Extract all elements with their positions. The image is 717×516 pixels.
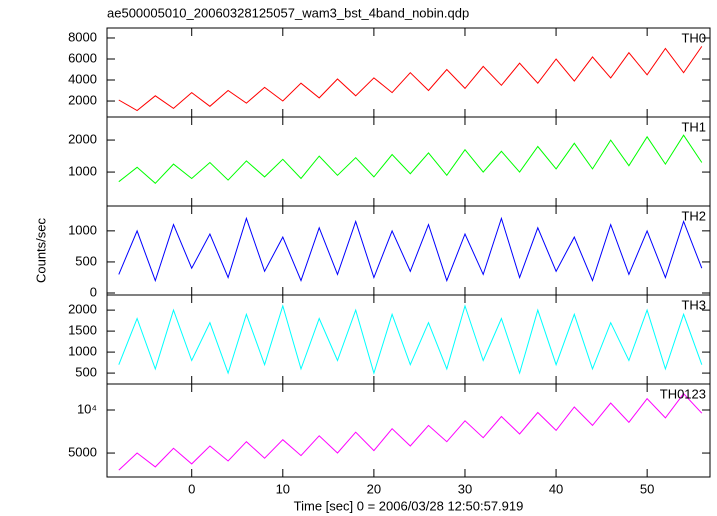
x-tick-label: 30 <box>458 481 472 496</box>
y-tick-label: 2000 <box>68 92 97 107</box>
legend-label: TH1 <box>681 119 706 134</box>
chart-title: ae500005010_20060328125057_wam3_bst_4ban… <box>107 5 469 20</box>
y-tick-label: 500 <box>75 253 97 268</box>
y-tick-label: 4000 <box>68 71 97 86</box>
panel-frame <box>106 27 711 118</box>
y-axis-label: Counts/sec <box>33 217 48 283</box>
panel-frame <box>106 294 711 385</box>
series-line <box>118 216 703 283</box>
y-tick-label: 5000 <box>68 444 97 459</box>
y-tick-label: 1000 <box>68 164 97 179</box>
legend-label: TH2 <box>681 208 706 223</box>
series-line <box>118 392 703 471</box>
y-tick-label: 2000 <box>68 302 97 317</box>
series-line <box>118 46 703 112</box>
x-tick-label: 20 <box>367 481 381 496</box>
y-tick-label: 8000 <box>68 29 97 44</box>
legend-label: TH0 <box>681 30 706 45</box>
x-tick-label: 50 <box>640 481 654 496</box>
x-tick-label: 10 <box>276 481 290 496</box>
x-tick-label: 40 <box>549 481 563 496</box>
series-line <box>118 304 703 375</box>
y-tick-label: 500 <box>75 365 97 380</box>
y-tick-label: 6000 <box>68 50 97 65</box>
x-axis-label: Time [sec] 0 = 2006/03/28 12:50:57.919 <box>294 498 524 513</box>
x-tick-label: 0 <box>188 481 195 496</box>
y-tick-label: 1000 <box>68 344 97 359</box>
y-tick-label: 2000 <box>68 131 97 146</box>
y-tick-label: 10⁴ <box>77 401 97 416</box>
y-tick-label: 1000 <box>68 222 97 237</box>
series-line <box>118 134 703 184</box>
y-tick-label: 0 <box>90 284 97 299</box>
y-tick-label: 1500 <box>68 323 97 338</box>
panel-frame <box>106 205 711 296</box>
panel-frame <box>106 116 711 207</box>
legend-label: TH0123 <box>660 386 706 401</box>
legend-label: TH3 <box>681 297 706 312</box>
panel-frame <box>106 383 711 478</box>
